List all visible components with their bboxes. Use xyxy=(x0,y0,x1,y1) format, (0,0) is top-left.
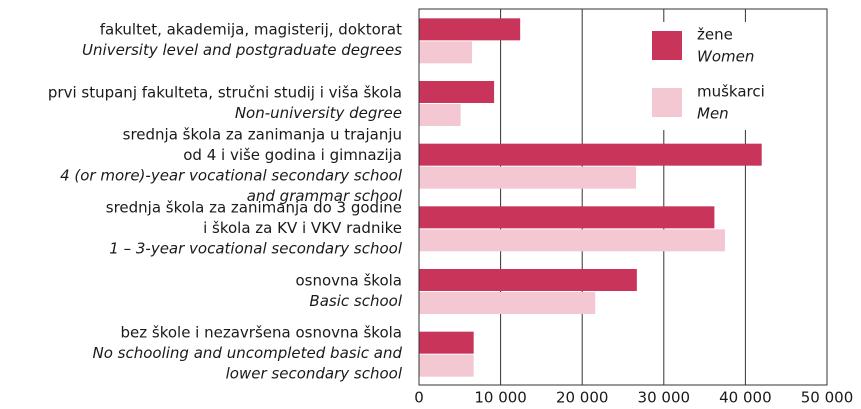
bar xyxy=(419,269,637,291)
bar xyxy=(419,331,474,354)
y-tick-label: lower secondary school xyxy=(226,365,403,383)
y-tick-label: 4 (or more)-year vocational secondary sc… xyxy=(60,166,403,184)
y-tick-label: University level and postgraduate degree… xyxy=(82,41,402,59)
bar xyxy=(419,166,637,189)
x-tick-label: 0 xyxy=(414,389,424,407)
y-tick-label: od 4 i više godina i gimnazija xyxy=(183,146,402,164)
x-tick-label: 10 000 xyxy=(474,389,527,407)
legend-label: žene xyxy=(697,26,733,44)
y-tick-label: srednja škola za zanimanja u trajanju xyxy=(123,125,402,143)
legend-label: Men xyxy=(697,105,729,123)
y-tick-label: osnovna škola xyxy=(295,271,402,289)
bar xyxy=(419,81,495,103)
y-tick-label: and grammar school xyxy=(247,187,403,205)
y-tick-label: prvi stupanj fakulteta, stručni studij i… xyxy=(48,83,402,101)
legend-label: Women xyxy=(697,48,754,66)
y-tick-label: bez škole i nezavršena osnovna škola xyxy=(120,324,402,342)
x-tick-label: 50 000 xyxy=(801,389,854,407)
x-tick-label: 40 000 xyxy=(719,389,772,407)
y-tick-label: 1 – 3-year vocational secondary school xyxy=(109,239,403,257)
x-tick-label: 30 000 xyxy=(638,389,691,407)
legend-swatch xyxy=(652,31,682,60)
y-tick-label: srednja škola za zanimanja do 3 godine xyxy=(106,198,402,216)
bar xyxy=(419,143,762,166)
bar xyxy=(419,292,596,314)
y-tick-label: Basic school xyxy=(309,292,402,310)
bar xyxy=(419,229,725,252)
y-tick-label: i škola za KV i VKV radnike xyxy=(203,219,402,237)
bar xyxy=(419,18,521,41)
bar xyxy=(419,354,474,377)
y-tick-label: No schooling and uncompleted basic and xyxy=(92,344,402,362)
legend-label: muškarci xyxy=(697,83,765,101)
x-tick-label: 20 000 xyxy=(556,389,609,407)
bar xyxy=(419,104,461,126)
y-tick-label: fakultet, akademija, magisterij, doktora… xyxy=(100,21,402,39)
plot-border xyxy=(418,8,828,386)
legend-swatch xyxy=(652,88,682,117)
bar xyxy=(419,41,473,64)
y-tick-label: Non-university degree xyxy=(235,104,402,122)
bar xyxy=(419,206,715,229)
